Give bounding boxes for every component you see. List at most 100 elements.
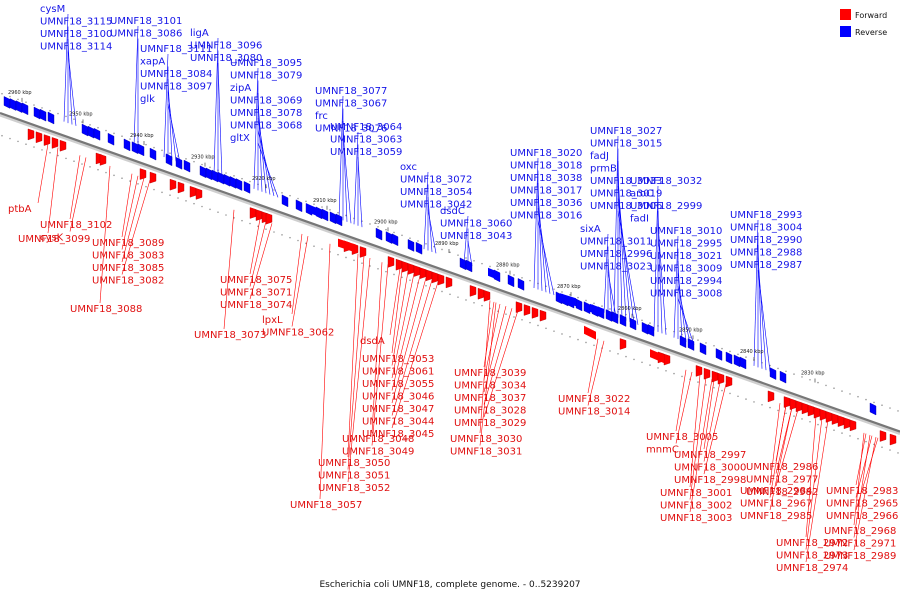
track-guide-dot: [137, 183, 139, 185]
forward-leader-line: [689, 378, 713, 513]
track-guide-dot: [217, 211, 219, 213]
track-guide-dot: [529, 279, 531, 282]
forward-leader-line: [121, 177, 145, 263]
track-guide-dot: [641, 319, 643, 322]
track-guide-dot: [113, 174, 115, 177]
track-guide-dot: [729, 392, 731, 395]
forward-gene-label: UMNF18_2973: [776, 551, 848, 562]
forward-leader-line: [69, 157, 87, 232]
reverse-gene-arrow: [715, 348, 723, 361]
forward-gene-label: UMNF18_2974: [776, 563, 848, 574]
reverse-leader-line: [757, 269, 771, 372]
forward-gene-label: UMNF18_2967: [740, 499, 812, 510]
forward-gene-arrow: [189, 185, 197, 198]
forward-gene-arrow: [359, 246, 367, 258]
kbp-tick-label: 2930 kbp: [191, 155, 215, 161]
reverse-gene-label: fadI: [630, 214, 649, 225]
reverse-leader-line: [67, 38, 73, 125]
reverse-leader-line: [63, 13, 69, 122]
forward-gene-arrow: [849, 419, 857, 432]
forward-leader-line: [347, 253, 359, 458]
track-guide-dot: [649, 322, 651, 324]
forward-gene-label: UMNF18_3089: [92, 238, 164, 249]
track-guide-dot: [129, 180, 131, 182]
track-guide-dot: [785, 412, 787, 415]
forward-gene-arrow: [177, 181, 185, 194]
reverse-gene-arrow: [575, 298, 583, 312]
track-guide-dot: [153, 146, 155, 149]
track-guide-dot: [201, 163, 203, 166]
reverse-gene-arrow: [647, 324, 655, 337]
reverse-gene-label: UMNF18_3033: [590, 176, 662, 187]
reverse-gene-arrow: [243, 181, 251, 194]
reverse-leader-line: [167, 78, 173, 160]
track-guide-dot: [121, 177, 123, 179]
track-guide-dot: [361, 262, 363, 264]
reverse-gene-label: UMNF18_2993: [730, 210, 802, 221]
forward-gene-label: UMNF18_2965: [826, 499, 898, 510]
forward-leader-line: [483, 303, 501, 380]
reverse-gene-arrow: [217, 171, 225, 185]
track-guide-dot: [865, 398, 867, 401]
track-guide-dot: [737, 353, 739, 356]
reverse-leader-line: [613, 135, 619, 317]
reverse-leader-line: [427, 209, 437, 254]
track-guide-dot: [9, 137, 11, 140]
track-guide-dot: [833, 387, 835, 390]
reverse-gene-arrow: [183, 159, 191, 173]
forward-gene-arrow: [419, 267, 427, 279]
forward-leader-line: [391, 275, 421, 391]
reverse-leader-line: [537, 220, 555, 296]
track-guide-dot: [425, 285, 427, 287]
track-guide-dot: [633, 358, 635, 361]
legend: Forward Reverse: [840, 9, 887, 37]
forward-gene-arrow: [531, 307, 539, 319]
reverse-gene-label: UMNF18_3072: [400, 175, 472, 186]
reverse-gene-label: frc: [315, 111, 328, 122]
track-guide-dot: [553, 288, 555, 290]
track-guide-dot: [449, 251, 451, 254]
track-guide-dot: [177, 197, 179, 199]
reverse-gene-label: gltX: [230, 133, 250, 144]
track-guide-dot: [849, 435, 851, 437]
track-guide-dot: [489, 265, 491, 268]
track-guide-dot: [425, 243, 427, 245]
reverse-gene-arrow: [47, 111, 55, 125]
forward-gene-label: UMNF18_3061: [362, 367, 434, 378]
forward-gene-label: UMNF18_3046: [362, 392, 434, 403]
reverse-gene-label: UMNF18_3020: [510, 148, 582, 159]
kbp-tick-label: 2920 kbp: [252, 176, 276, 182]
reverse-leader-line: [338, 95, 344, 220]
forward-gene-label: UMNF18_3030: [450, 434, 522, 445]
track-guide-dot: [697, 381, 699, 383]
track-guide-dot: [569, 335, 571, 338]
forward-gene-arrow: [477, 287, 485, 300]
track-guide-dot: [825, 426, 827, 429]
track-guide-dot: [401, 276, 403, 279]
reverse-leader-line: [217, 62, 223, 178]
forward-leader-line: [121, 180, 151, 275]
reverse-gene-label: UMNF18_2988: [730, 248, 802, 259]
reverse-gene-arrow: [769, 367, 777, 380]
reverse-gene-arrow: [590, 303, 604, 317]
forward-gene-label: UMNF18_3000: [674, 463, 746, 474]
reverse-gene-label: UMNF18_3076: [315, 124, 387, 135]
track-guide-dot: [41, 149, 43, 151]
legend-forward-label: Forward: [855, 11, 887, 20]
forward-gene-label: UMNF18_3049: [342, 447, 414, 458]
track-guide-dot: [609, 308, 611, 310]
track-guide-dot: [569, 293, 571, 296]
track-guide-dot: [753, 401, 755, 403]
forward-gene-arrow: [795, 400, 803, 413]
track-guide-dot: [17, 98, 19, 101]
reverse-gene-arrow: [199, 165, 207, 179]
reverse-gene-arrow: [211, 169, 219, 183]
reverse-leader-line: [677, 285, 691, 344]
reverse-gene-label: UMNF18_3042: [400, 200, 472, 211]
track-guide-dot: [81, 121, 83, 123]
forward-gene-arrow: [584, 325, 596, 340]
reverse-gene-arrow: [459, 257, 467, 271]
forward-leader-line: [121, 175, 139, 250]
kbp-tick-label: 2940 kbp: [130, 133, 154, 139]
forward-gene-label: UMNF18_3102: [40, 220, 112, 231]
